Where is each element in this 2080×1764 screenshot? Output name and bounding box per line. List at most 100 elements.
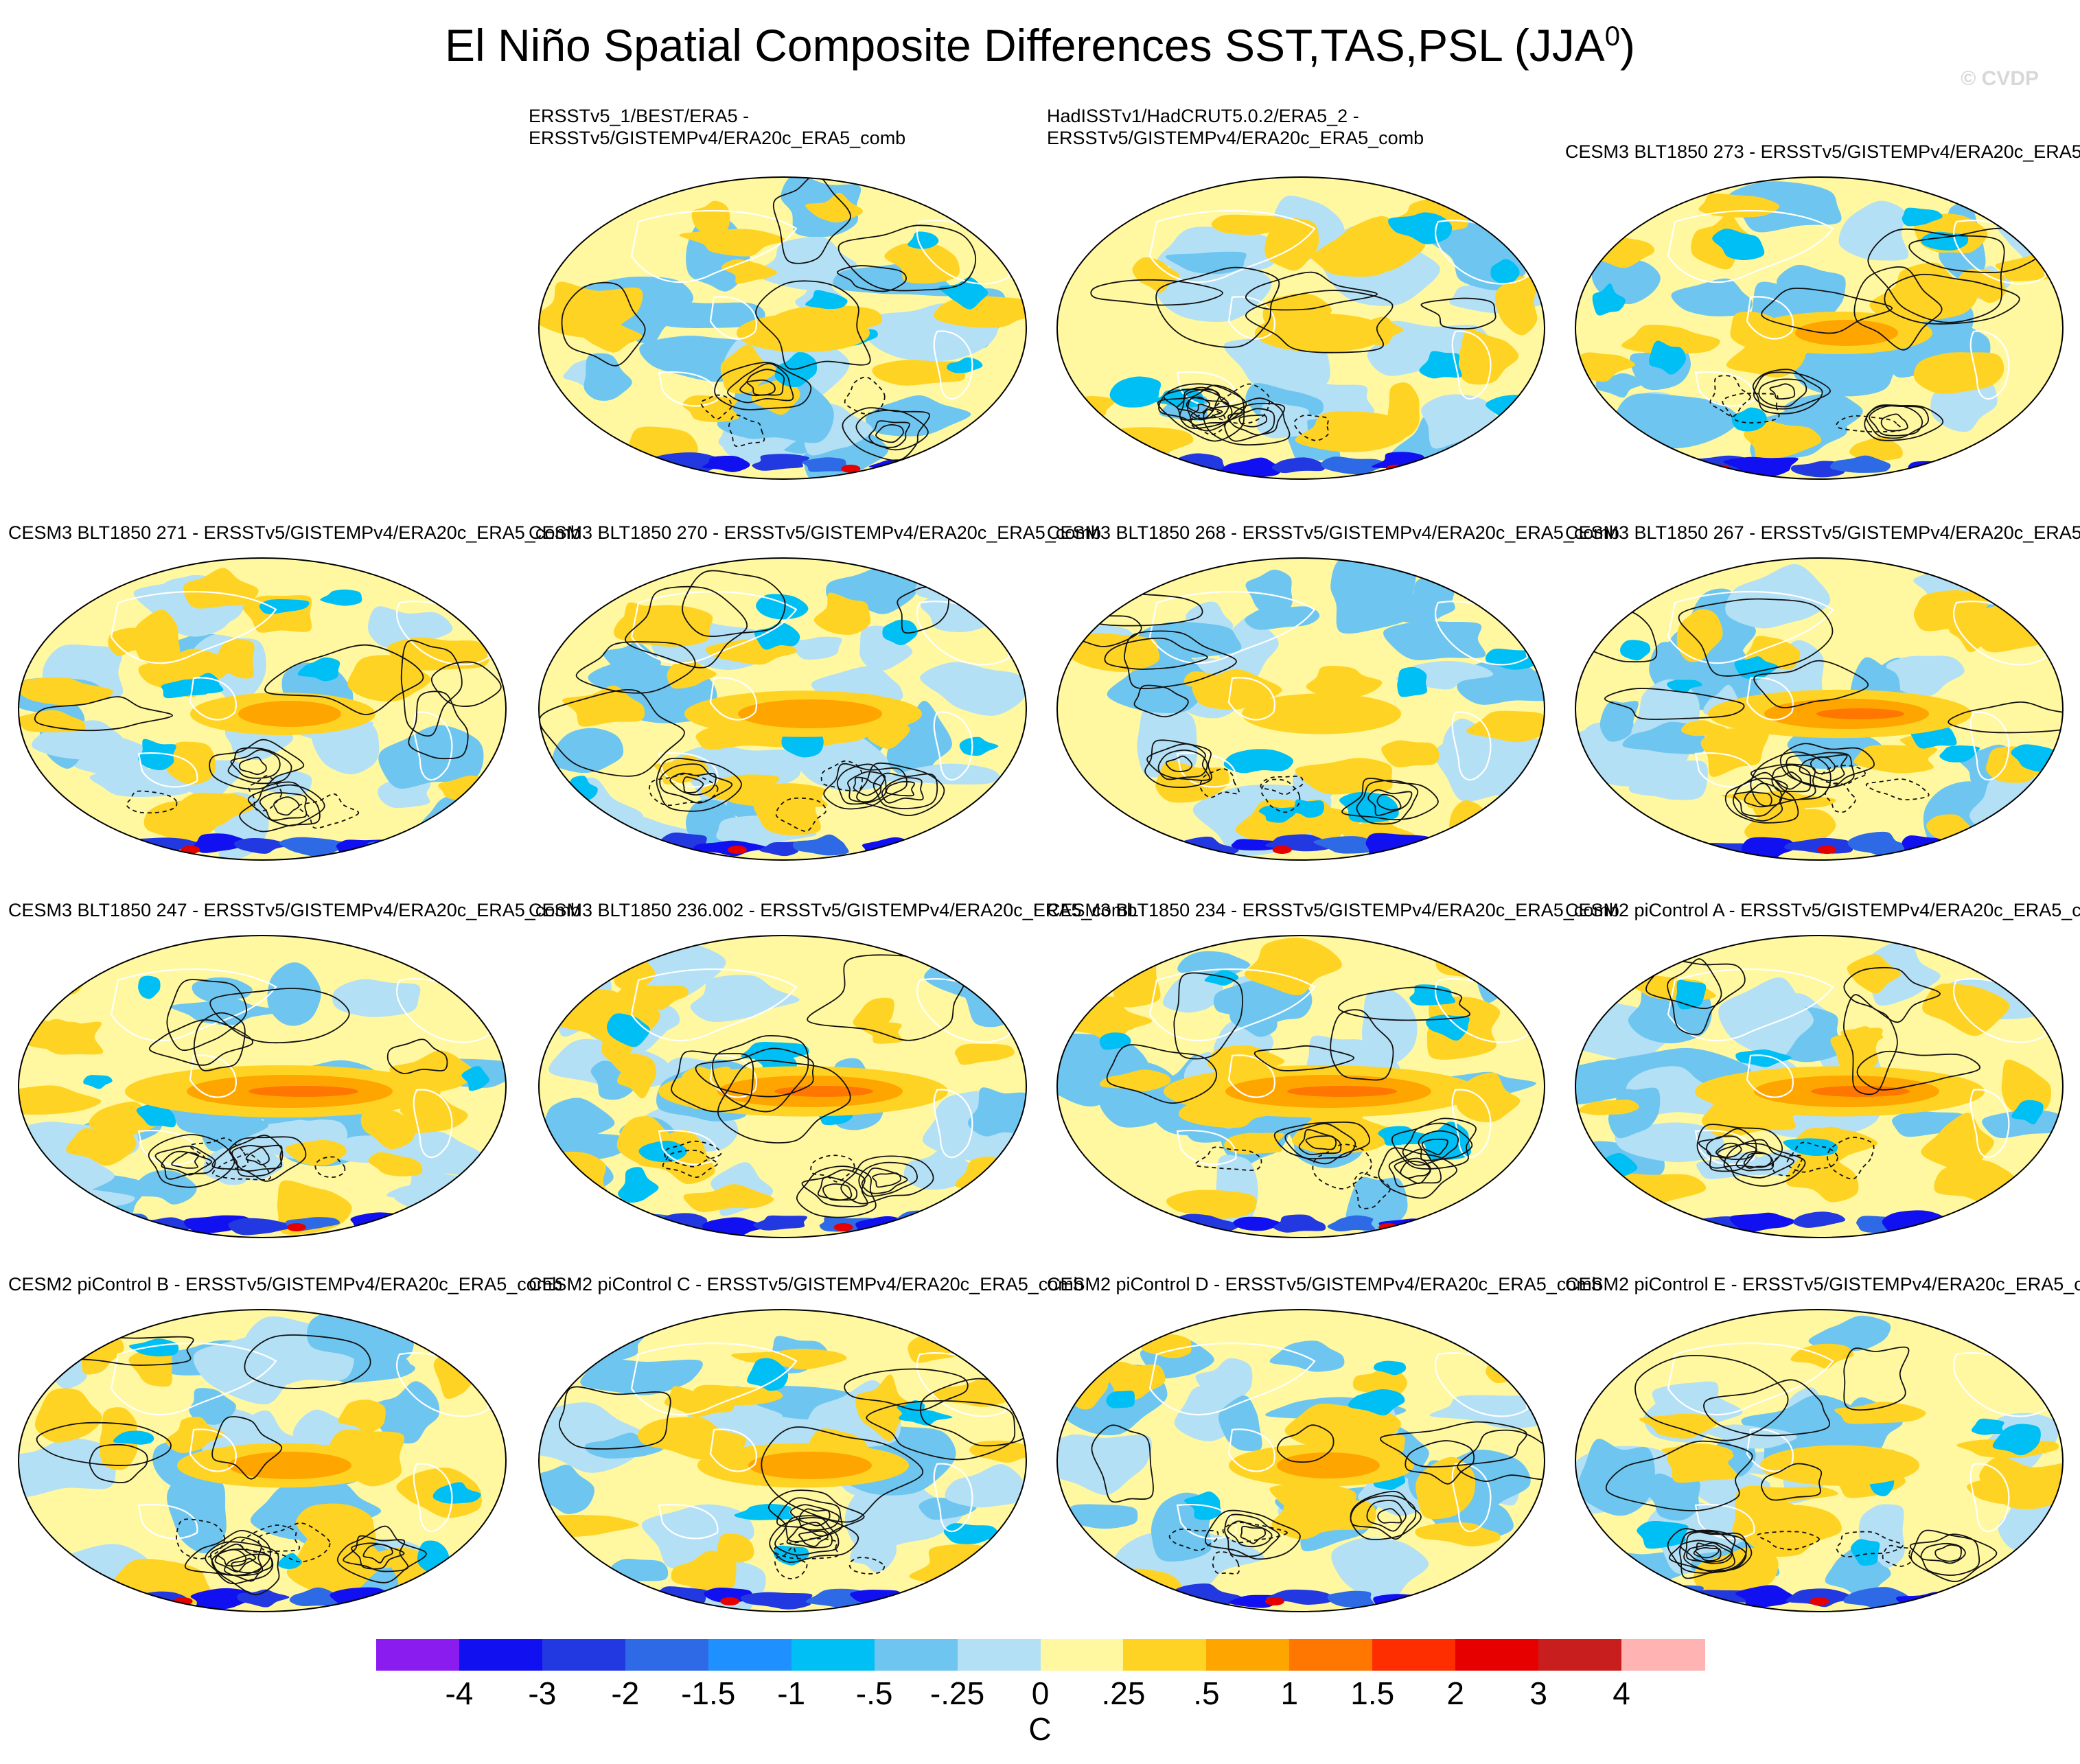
- cool-anomaly-region: [1792, 353, 1895, 397]
- cool-anomaly-region: [943, 1523, 998, 1544]
- cool-anomaly-region: [167, 1467, 227, 1554]
- psl-contours: [561, 177, 977, 461]
- panel-title: CESM3 BLT1850 234 - ERSSTv5/GISTEMPv4/ER…: [1047, 858, 1619, 927]
- psl-contour-line-negative: [1199, 768, 1240, 798]
- psl-contour-line: [1376, 793, 1402, 811]
- cool-anomaly-region: [1902, 207, 1943, 227]
- warm-anomaly-region: [1415, 1522, 1501, 1546]
- warm-anomaly-region: [132, 610, 181, 664]
- psl-contour-line: [1634, 1355, 1789, 1441]
- coastline-outline: [110, 590, 277, 664]
- psl-contours: [1605, 1346, 1998, 1583]
- psl-contour-line: [840, 1155, 934, 1205]
- map-panel: CESM3 BLT1850 247 - ERSSTv5/GISTEMPv4/ER…: [8, 858, 581, 1238]
- psl-contour-line: [1165, 755, 1193, 772]
- cool-anomaly-region: [1099, 1032, 1131, 1050]
- robinson-map: [1575, 557, 2064, 861]
- psl-contour-line: [755, 280, 871, 370]
- psl-contour-line: [714, 362, 812, 410]
- cool-anomaly-region: [540, 1467, 590, 1506]
- anomaly-field: [1575, 1310, 2063, 1612]
- warm-anomaly-region: [1830, 1028, 1883, 1074]
- map-panel: CESM3 BLT1850 236.002 - ERSSTv5/GISTEMPv…: [529, 858, 1137, 1238]
- psl-contour-line: [148, 1134, 235, 1188]
- psl-contour-line: [1717, 1143, 1806, 1187]
- antarctic-cool-region: [228, 1218, 299, 1235]
- psl-contour-line-negative: [1771, 1154, 1803, 1176]
- antarctic-cool-region: [914, 1589, 973, 1606]
- cool-anomaly-region: [878, 763, 999, 785]
- psl-contour-line: [209, 988, 350, 1044]
- psl-contour-line: [34, 696, 174, 732]
- warm-anomaly-region: [724, 783, 828, 807]
- psl-contour-line: [1367, 789, 1413, 816]
- coastline-outline: [658, 371, 719, 407]
- map-panel: CESM2 piControl D - ERSSTv5/GISTEMPv4/ER…: [1047, 1232, 1602, 1612]
- colorbar-tick-label: -1.5: [681, 1675, 736, 1711]
- coastline-outline: [1694, 1130, 1755, 1165]
- colorbar-segment: [1206, 1639, 1290, 1671]
- antarctic-cool-region: [912, 462, 973, 476]
- psl-contour-line: [1190, 403, 1223, 421]
- antarctic-cool-region: [1950, 1590, 2013, 1605]
- warm-anomaly-region: [285, 1139, 347, 1165]
- coastline-outline: [1227, 1054, 1275, 1098]
- coastline-outline: [709, 1428, 757, 1472]
- antarctic-cool-region: [1639, 835, 1692, 858]
- psl-contour-line: [244, 1334, 371, 1389]
- psl-contour-line: [211, 1416, 283, 1480]
- enso-warm-tongue: [737, 313, 870, 353]
- warm-anomaly-region: [691, 200, 730, 234]
- cool-anomaly-region: [267, 962, 321, 1026]
- panel-title-line: CESM3 BLT1850 273 - ERSSTv5/GISTEMPv4/ER…: [1565, 141, 2080, 162]
- psl-contour-line: [1337, 986, 1470, 1021]
- psl-contour-line: [184, 1529, 271, 1577]
- psl-contour-line: [1273, 1121, 1370, 1165]
- cool-anomaly-region: [1939, 745, 1980, 763]
- psl-contour-line: [1744, 791, 1772, 808]
- anomaly-field: [19, 558, 506, 860]
- map-border: [1056, 935, 1545, 1238]
- antarctic-warm-spot: [720, 1597, 740, 1605]
- coastline-outline: [413, 1089, 453, 1159]
- cool-anomaly-region: [1229, 984, 1278, 1037]
- psl-contour-line: [817, 1176, 858, 1201]
- antarctic-cool-region: [740, 1592, 813, 1610]
- cool-anomaly-region: [1331, 1537, 1429, 1608]
- figure-title: El Niño Spatial Composite Differences SS…: [444, 20, 1636, 71]
- psl-contour-line-negative: [314, 1156, 346, 1179]
- coastline-outline: [1176, 1130, 1237, 1165]
- warm-anomaly-region: [1575, 352, 1635, 382]
- antarctic-cool-region: [1735, 1585, 1794, 1609]
- anomaly-field: [1575, 177, 2063, 479]
- psl-contour-line: [858, 1161, 918, 1197]
- psl-contour-line: [712, 1035, 809, 1113]
- coastline-outline: [709, 1054, 757, 1098]
- cool-anomaly-region: [1649, 340, 1687, 375]
- psl-contour-line: [1366, 1500, 1407, 1532]
- psl-contour-line: [1750, 763, 1816, 801]
- warm-anomaly-region: [347, 655, 431, 702]
- cool-anomaly-region: [1218, 1395, 1262, 1452]
- psl-contour-line: [259, 792, 308, 821]
- warm-anomaly-region: [1955, 268, 2006, 303]
- cool-anomaly-region: [886, 700, 952, 782]
- psl-contour-line: [1421, 1138, 1448, 1156]
- warm-anomaly-region: [671, 1551, 737, 1592]
- psl-contour-line: [245, 1147, 270, 1165]
- cool-anomaly-region: [189, 1388, 236, 1425]
- psl-contour-line: [1866, 405, 1929, 439]
- psl-contour-line: [1187, 397, 1233, 426]
- panel-title: ERSSTv5_1/BEST/ERA5 - ERSSTv5/GISTEMPv4/E…: [529, 105, 1023, 174]
- psl-contour-line: [1853, 266, 1943, 351]
- antarctic-cool-region: [1273, 1214, 1326, 1233]
- psl-contour-line: [1679, 1531, 1753, 1579]
- psl-contour-line: [1253, 1045, 1355, 1071]
- coastline-outline: [137, 1504, 198, 1540]
- psl-contour-line: [1910, 1529, 1998, 1583]
- psl-contour-line: [1753, 660, 1869, 708]
- panel-title-line: CESM3 BLT1850 247 - ERSSTv5/GISTEMPv4/ER…: [8, 900, 581, 920]
- psl-contour-line: [798, 1530, 829, 1547]
- enso-warm-tongue: [1242, 693, 1401, 734]
- cool-anomaly-region: [128, 1338, 179, 1357]
